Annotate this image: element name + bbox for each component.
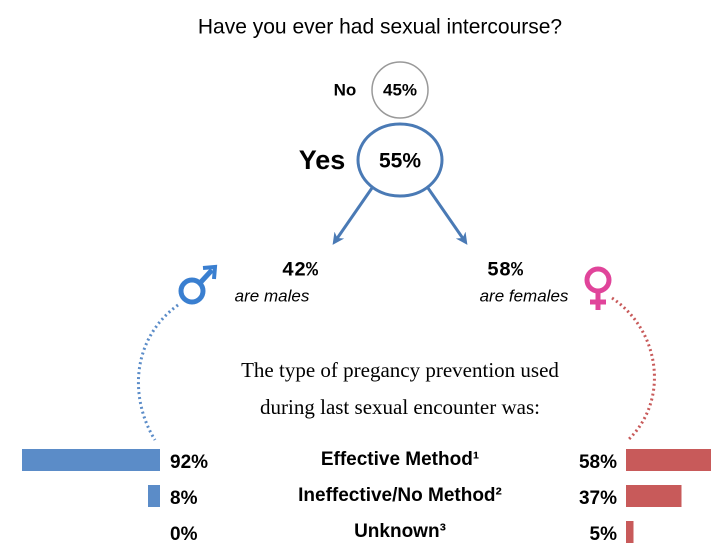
males-label: are males <box>235 286 310 305</box>
arrow-right <box>426 187 468 245</box>
male-bar <box>22 449 160 471</box>
female-value: 58% <box>579 452 617 473</box>
method-label: Ineffective/No Method² <box>298 485 502 506</box>
female-connector <box>611 296 656 442</box>
method-label: Effective Method¹ <box>321 449 479 470</box>
question-line: during last sexual encounter was: <box>260 395 540 419</box>
male-value: 92% <box>170 452 208 473</box>
male-value: 8% <box>170 488 198 509</box>
yes-value: 55% <box>379 150 421 173</box>
yes-circle <box>356 122 444 198</box>
male-value: 0% <box>170 524 198 545</box>
title: Have you ever had sexual intercourse? <box>198 16 562 39</box>
no-label: No <box>334 80 357 99</box>
male-connector <box>137 303 179 441</box>
female-value: 5% <box>590 524 618 545</box>
female-bar <box>626 485 682 507</box>
female-symbol <box>584 266 612 310</box>
female-value: 37% <box>579 488 617 509</box>
question-line: The type of pregancy prevention used <box>241 358 559 382</box>
method-label: Unknown³ <box>354 521 446 542</box>
male-symbol <box>178 264 218 305</box>
male-bar <box>148 485 160 507</box>
no-value: 45% <box>383 80 417 99</box>
females-value: 58% <box>487 259 524 282</box>
females-label: are females <box>480 286 569 305</box>
yes-label: Yes <box>299 145 346 175</box>
female-bar <box>626 521 634 543</box>
no-circle <box>371 61 429 119</box>
female-bar <box>626 449 711 471</box>
arrow-left <box>332 187 374 245</box>
males-value: 42% <box>282 259 319 282</box>
